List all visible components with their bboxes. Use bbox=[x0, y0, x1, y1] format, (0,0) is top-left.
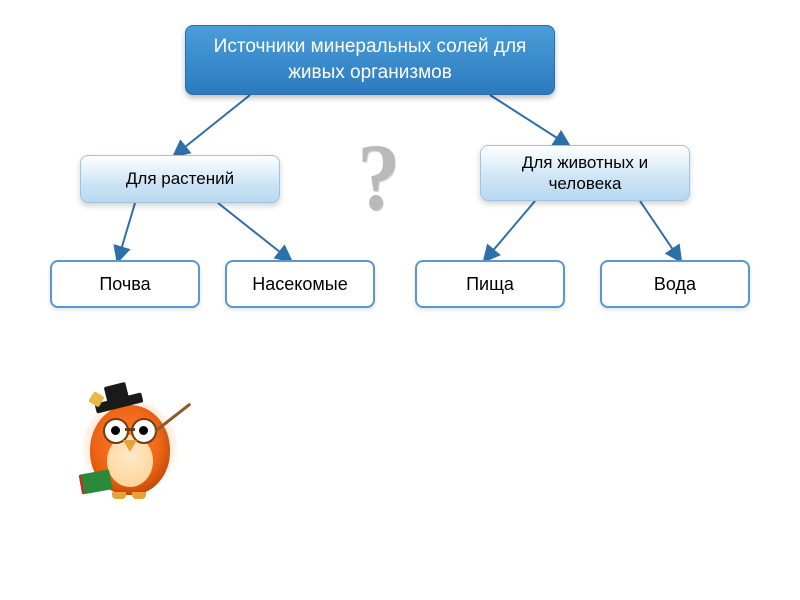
leaf-node-food: Пища bbox=[415, 260, 565, 308]
mid-node-label: Для растений bbox=[126, 168, 234, 189]
title-node: Источники минеральных солей для живых ор… bbox=[185, 25, 555, 95]
mid-node-plants: Для растений bbox=[80, 155, 280, 203]
mid-node-animals: Для животных и человека bbox=[480, 145, 690, 201]
leaf-node-soil: Почва bbox=[50, 260, 200, 308]
owl-character-icon bbox=[75, 380, 200, 510]
question-mark-icon: ? bbox=[357, 122, 400, 232]
title-text: Источники минеральных солей для живых ор… bbox=[200, 34, 540, 85]
leaf-node-label: Насекомые bbox=[252, 274, 347, 295]
mid-node-label: Для животных и человека bbox=[491, 152, 679, 195]
leaf-node-label: Вода bbox=[654, 274, 696, 295]
leaf-node-water: Вода bbox=[600, 260, 750, 308]
leaf-node-label: Пища bbox=[466, 274, 514, 295]
leaf-node-label: Почва bbox=[99, 274, 150, 295]
leaf-node-insects: Насекомые bbox=[225, 260, 375, 308]
